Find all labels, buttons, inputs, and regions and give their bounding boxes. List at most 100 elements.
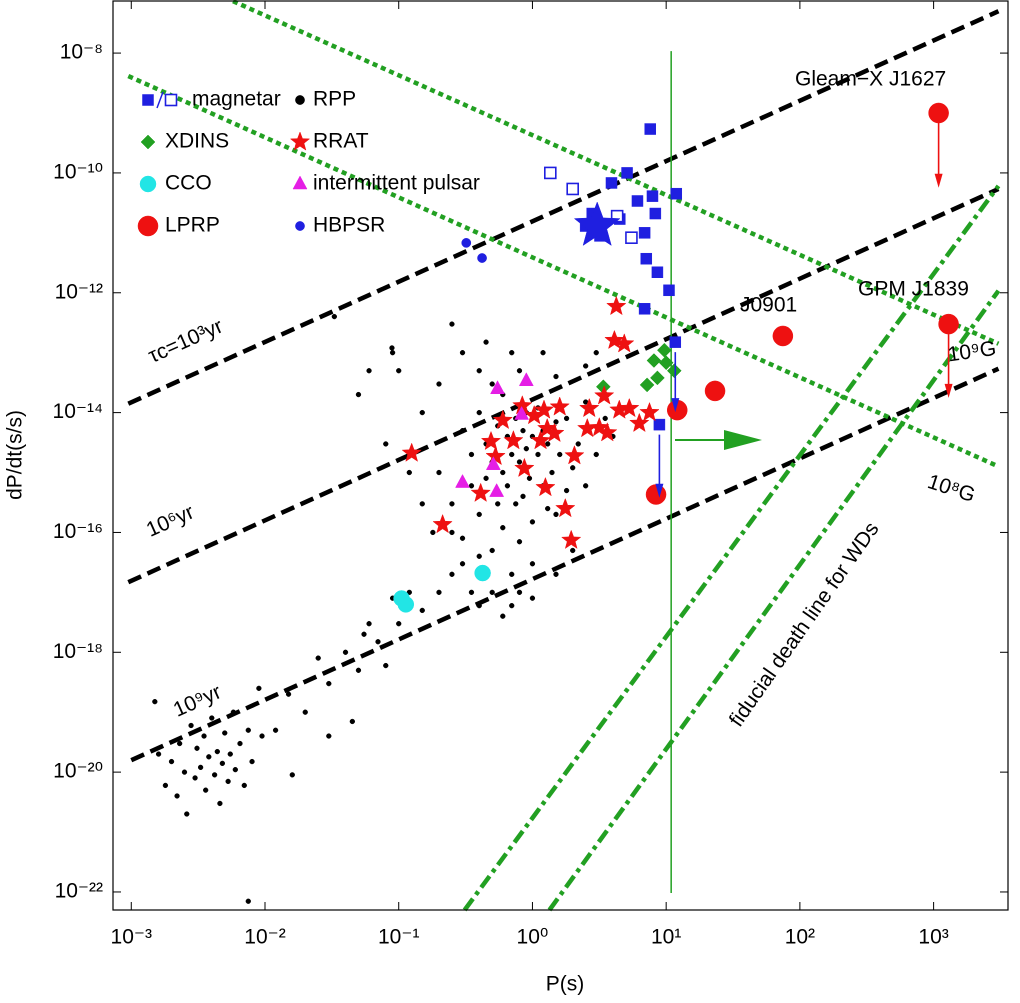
data-point xyxy=(545,505,551,512)
data-point xyxy=(594,385,615,405)
plot-area xyxy=(127,0,1001,912)
data-point xyxy=(535,451,541,458)
legend-label: RRAT xyxy=(313,130,369,153)
data-point xyxy=(197,764,204,771)
data-point xyxy=(516,539,523,545)
data-point xyxy=(520,427,526,434)
data-point xyxy=(670,187,683,200)
data-point xyxy=(214,748,220,755)
data-point xyxy=(176,740,183,747)
data-point xyxy=(509,603,515,609)
data-point xyxy=(653,418,666,431)
limit-arrow-head xyxy=(655,483,664,498)
data-point xyxy=(396,621,402,627)
data-point xyxy=(474,564,491,582)
data-point xyxy=(514,457,535,478)
reference-line xyxy=(462,184,1001,912)
data-point xyxy=(249,758,255,765)
data-point xyxy=(162,782,169,789)
data-point xyxy=(331,313,337,320)
x-tick-label: 10¹ xyxy=(651,926,681,949)
data-point xyxy=(625,231,638,244)
data-point xyxy=(401,442,422,462)
data-point xyxy=(533,399,555,419)
y-tick-label: 10⁻¹⁴ xyxy=(53,400,103,423)
legend-marker xyxy=(140,134,156,150)
data-point xyxy=(516,368,523,374)
data-point xyxy=(646,190,659,202)
data-point xyxy=(361,631,367,637)
data-point xyxy=(489,381,495,387)
legend-label: XDINS xyxy=(165,130,229,153)
legend-label: RPP xyxy=(313,88,356,111)
data-point xyxy=(432,513,453,534)
data-point xyxy=(644,123,656,135)
data-point xyxy=(605,177,618,189)
data-point xyxy=(704,380,726,402)
data-point xyxy=(545,441,551,447)
data-point xyxy=(489,589,495,596)
data-point xyxy=(272,727,279,733)
data-point xyxy=(259,733,265,739)
data-point xyxy=(355,391,362,398)
data-point xyxy=(470,482,491,502)
data-point xyxy=(639,401,660,422)
data-point xyxy=(561,529,582,549)
data-point xyxy=(663,284,675,297)
data-point xyxy=(194,745,200,751)
data-point xyxy=(375,639,381,645)
data-point xyxy=(553,511,559,518)
legend-marker xyxy=(137,215,159,237)
data-point xyxy=(526,475,533,481)
data-point xyxy=(555,497,576,518)
limit-arrow-head xyxy=(671,398,680,413)
legend-marker xyxy=(289,131,311,151)
data-point xyxy=(449,571,455,577)
legend-label: HBPSR xyxy=(313,214,385,237)
arrow-head xyxy=(724,430,762,450)
legend-slash xyxy=(156,91,164,109)
data-point xyxy=(483,475,489,481)
data-point xyxy=(570,547,576,554)
legend-label: intermittent pulsar xyxy=(313,172,480,195)
data-point xyxy=(514,405,530,420)
data-point xyxy=(459,561,466,567)
data-point xyxy=(606,295,627,316)
data-point xyxy=(638,227,651,239)
x-tick-label: 10² xyxy=(785,926,815,949)
data-point xyxy=(772,325,794,347)
reference-line xyxy=(130,366,1000,763)
data-point xyxy=(477,253,487,263)
data-point xyxy=(513,501,519,507)
data-point xyxy=(529,519,536,525)
data-point xyxy=(638,303,651,315)
data-point xyxy=(396,368,402,374)
x-tick-label: 10⁻³ xyxy=(111,926,152,949)
data-point xyxy=(315,655,321,661)
data-point xyxy=(504,483,511,489)
data-point xyxy=(449,321,455,327)
data-point xyxy=(219,760,226,767)
data-point xyxy=(389,345,395,351)
data-point xyxy=(476,409,482,416)
data-point xyxy=(549,469,555,476)
data-point xyxy=(436,469,442,476)
data-point xyxy=(459,535,466,541)
data-point xyxy=(256,685,262,692)
data-point xyxy=(500,469,506,476)
data-point xyxy=(217,800,223,807)
data-point xyxy=(563,415,570,422)
data-point xyxy=(579,397,600,418)
data-point xyxy=(610,209,624,223)
legend-label: LPRP xyxy=(165,214,220,237)
x-tick-label: 10³ xyxy=(918,926,948,949)
data-point xyxy=(476,511,482,518)
data-point xyxy=(188,722,194,729)
data-point xyxy=(631,195,644,207)
data-point xyxy=(476,603,482,609)
data-point xyxy=(509,350,515,356)
data-point xyxy=(645,484,667,505)
data-point xyxy=(461,238,472,248)
data-point xyxy=(597,422,618,442)
